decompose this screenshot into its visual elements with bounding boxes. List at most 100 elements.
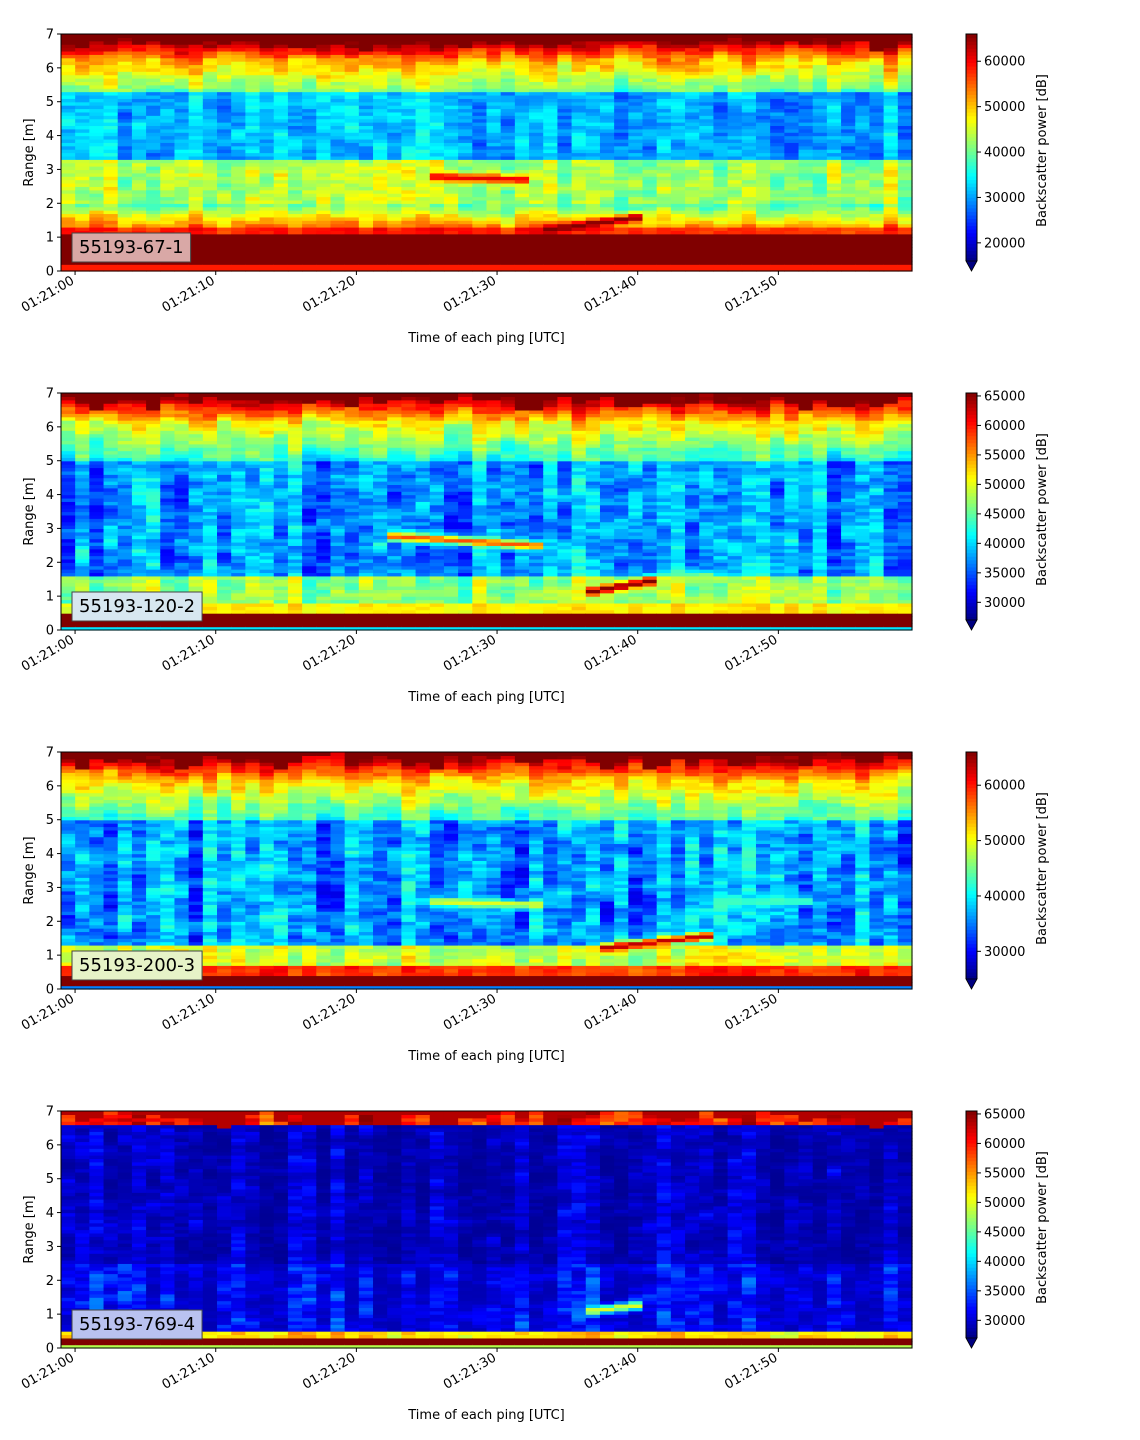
colorbar-segment [966,155,977,159]
heatmap-cell [75,393,90,397]
heatmap-cell [387,34,402,38]
heatmap-cell [174,393,189,397]
heatmap-cell [799,34,814,38]
heatmap-cell [529,34,544,38]
heatmap-cell [231,34,246,38]
colorbar-segment [966,87,977,91]
colorbar-segment [966,140,977,144]
y-tick-label: 7 [46,28,54,43]
heatmap-cell [713,34,728,38]
colorbar-segment [966,45,977,49]
colorbar-segment [966,133,977,137]
heatmap-cell [884,34,899,38]
panel-id-text: 55193-67-1 [79,237,184,258]
x-tick-label: 01:21:00 [19,273,77,315]
colorbar-segment [966,172,977,176]
colorbar-tick-label: 20000 [984,236,1025,251]
heatmap-cell [784,34,799,38]
heatmap-cell [416,34,431,38]
x-axis-label: Time of each ping [UTC] [407,331,565,346]
colorbar-segment [966,250,977,254]
colorbar-segment [966,52,977,56]
colorbar-segment [966,126,977,130]
heatmap-cell [89,393,104,397]
heatmap-cell [855,34,870,38]
y-tick-label: 1 [46,231,54,246]
x-tick-label: 01:21:40 [582,273,640,315]
panel-id-label: 55193-67-1 [72,233,191,262]
colorbar-segment [966,77,977,81]
heatmap-cell [89,34,104,38]
colorbar-segment [966,116,977,120]
heatmap-cell [274,34,289,38]
heatmap-cell [174,34,189,38]
heatmap-cell [699,34,714,38]
heatmap-cell [160,34,175,38]
colorbar-segment [966,94,977,98]
heatmap-cell [373,34,388,38]
heatmap-cell [770,34,785,38]
heatmap-cell [61,34,76,38]
heatmap-cell [813,34,828,38]
heatmap-cell [643,34,658,38]
heatmap-cell [316,34,331,38]
colorbar-segment [966,101,977,105]
heatmap-cell [756,34,771,38]
heatmap-cell [685,34,700,38]
colorbar-segment [966,211,977,215]
heatmap-cell [444,34,459,38]
colorbar-segment [966,201,977,205]
colorbar-segment [966,218,977,222]
colorbar-segment [966,80,977,84]
colorbar-segment [966,194,977,198]
colorbar-segment [966,69,977,73]
x-tick-label: 01:21:50 [722,273,780,315]
colorbar-segment [966,98,977,102]
colorbar-segment [966,66,977,70]
colorbar-segment [966,187,977,191]
colorbar-segment [966,215,977,219]
heatmap-cell [160,393,175,397]
heatmap-cell [245,34,260,38]
colorbar-segment [966,162,977,166]
heatmap-cell [359,34,374,38]
y-tick-label: 4 [46,129,54,144]
colorbar-tick-label: 50000 [984,100,1025,115]
heatmap-cell [345,34,360,38]
colorbar-tick-label: 30000 [984,191,1025,206]
heatmap-cell [302,34,317,38]
colorbar-segment [966,119,977,123]
colorbar-segment [966,55,977,59]
heatmap-cell [132,34,147,38]
heatmap-cell [203,34,218,38]
colorbar-tick-label: 40000 [984,146,1025,161]
y-tick-label: 5 [46,95,54,110]
heatmap-cell [330,34,345,38]
heatmap-cell [487,34,502,38]
heatmap-cell [146,393,161,397]
colorbar-segment [966,144,977,148]
colorbar-segment [966,48,977,52]
heatmap-cell [458,34,473,38]
colorbar-segment [966,229,977,233]
colorbar-segment [966,105,977,109]
heatmap-cell [61,393,76,397]
heatmap-cell [118,34,133,38]
y-tick-label: 2 [46,197,54,212]
colorbar-segment [966,243,977,247]
colorbar-segment [966,130,977,134]
heatmap-cell [217,34,232,38]
heatmap-cell [827,34,842,38]
colorbar-segment [966,62,977,66]
colorbar-segment [966,165,977,169]
heatmap-cell [501,34,516,38]
colorbar-segment [966,204,977,208]
colorbar-segment [966,233,977,237]
heatmap-cell [118,393,133,397]
colorbar-segment [966,38,977,42]
y-axis-label: Range [m] [22,118,37,186]
